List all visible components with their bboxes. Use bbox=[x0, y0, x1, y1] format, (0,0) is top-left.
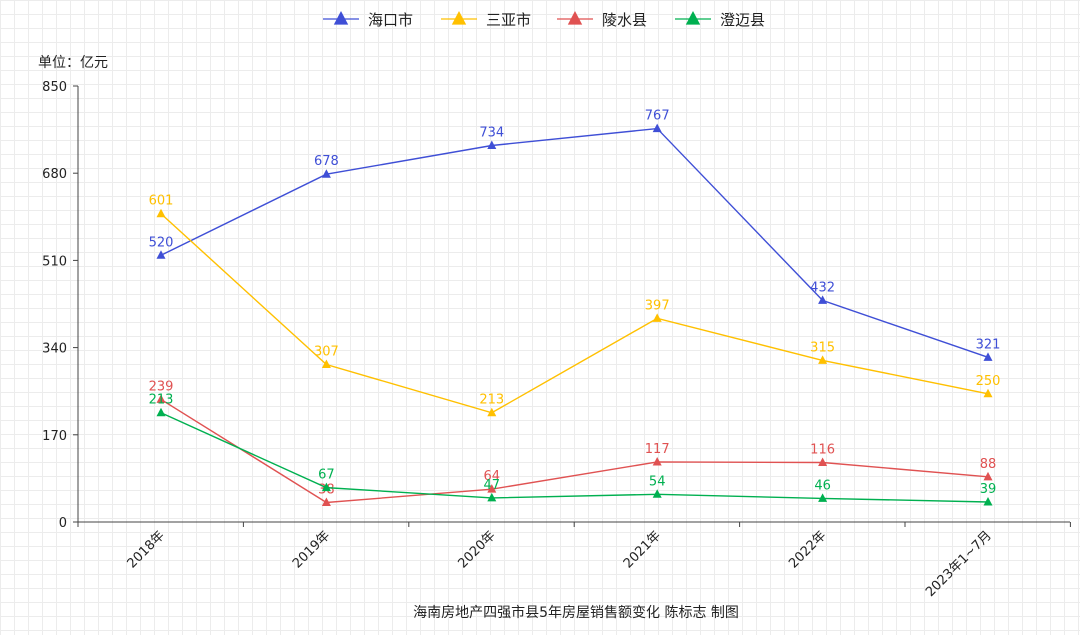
series: 520 678 734 767 432 321 bbox=[149, 109, 1001, 361]
data-point bbox=[156, 407, 166, 417]
data-label: 54 bbox=[649, 474, 666, 489]
data-label: 88 bbox=[980, 457, 997, 472]
data-label: 397 bbox=[645, 298, 670, 313]
series-line bbox=[160, 412, 989, 503]
data-label: 520 bbox=[149, 235, 174, 250]
chart-footer: 海南房地产四强市县5年房屋销售额变化 陈标志 制图 bbox=[413, 604, 739, 621]
y-tick-label: 0 bbox=[59, 516, 67, 531]
data-label: 46 bbox=[814, 478, 831, 493]
data-point bbox=[321, 482, 331, 492]
y-tick-label: 340 bbox=[42, 342, 67, 357]
series-line bbox=[160, 127, 989, 359]
data-label: 307 bbox=[314, 345, 339, 360]
data-point bbox=[487, 140, 497, 150]
series-line bbox=[160, 213, 989, 414]
data-point bbox=[321, 169, 331, 178]
data-point bbox=[983, 388, 993, 398]
x-tick-label: 2021年 bbox=[621, 528, 664, 571]
legend-item: 三亚市 bbox=[441, 11, 531, 29]
legend-marker bbox=[567, 11, 583, 25]
data-label: 432 bbox=[810, 280, 835, 295]
legend: 海口市 三亚市 陵水县 澄迈县 bbox=[323, 11, 765, 29]
data-label: 321 bbox=[976, 337, 1001, 352]
data-point bbox=[983, 496, 993, 506]
data-point bbox=[156, 250, 166, 259]
legend-label: 海口市 bbox=[368, 11, 413, 29]
y-tick-label: 680 bbox=[42, 167, 67, 182]
x-tick-label: 2022年 bbox=[786, 528, 829, 571]
x-tick-label: 2019年 bbox=[290, 528, 333, 571]
data-label: 678 bbox=[314, 154, 339, 169]
data-label: 116 bbox=[810, 442, 835, 457]
legend-marker bbox=[685, 11, 701, 25]
x-tick-label: 2020年 bbox=[455, 528, 498, 571]
legend-label: 陵水县 bbox=[602, 11, 647, 29]
y-tick-label: 510 bbox=[42, 254, 67, 269]
legend-marker bbox=[451, 11, 467, 25]
data-point bbox=[156, 394, 166, 403]
series: 601 307 213 397 315 250 bbox=[149, 194, 1001, 417]
data-point bbox=[818, 295, 828, 304]
x-tick-label: 2023年1~7月 bbox=[923, 528, 995, 600]
data-label: 767 bbox=[645, 109, 670, 124]
legend-label: 澄迈县 bbox=[720, 11, 765, 29]
unit-label: 单位：亿元 bbox=[38, 55, 108, 71]
legend-marker bbox=[333, 11, 349, 25]
data-label: 239 bbox=[149, 379, 174, 394]
data-label: 117 bbox=[645, 442, 670, 457]
data-point bbox=[321, 497, 331, 507]
legend-item: 海口市 bbox=[323, 11, 413, 29]
data-point bbox=[487, 492, 497, 502]
data-point bbox=[652, 489, 662, 498]
y-tick-label: 170 bbox=[42, 429, 67, 444]
data-point bbox=[818, 493, 828, 502]
data-label: 67 bbox=[318, 468, 335, 483]
series: 213 67 47 54 46 39 bbox=[149, 393, 997, 506]
data-point bbox=[983, 352, 993, 361]
data-point bbox=[983, 471, 993, 481]
data-label: 213 bbox=[149, 393, 174, 408]
data-point bbox=[818, 355, 828, 364]
data-label: 601 bbox=[149, 194, 174, 209]
data-label: 734 bbox=[479, 126, 504, 141]
x-tick-label: 2018年 bbox=[125, 528, 168, 571]
data-point bbox=[321, 359, 331, 369]
legend-item: 陵水县 bbox=[557, 11, 647, 29]
data-label: 213 bbox=[479, 393, 504, 408]
data-label: 315 bbox=[810, 340, 835, 355]
series-line bbox=[160, 398, 989, 504]
series: 239386411711688 bbox=[149, 379, 997, 507]
data-label: 47 bbox=[484, 478, 501, 493]
data-point bbox=[652, 456, 662, 466]
data-label: 64 bbox=[484, 469, 501, 484]
axes: 0 170 340 510 680 850 2018年 2019年 2020年 2021年 2022… bbox=[42, 80, 1071, 600]
data-point bbox=[487, 407, 497, 417]
y-tick-label: 850 bbox=[42, 80, 67, 95]
data-point bbox=[156, 208, 166, 218]
data-point bbox=[487, 484, 497, 493]
data-label: 250 bbox=[976, 374, 1001, 389]
data-label: 39 bbox=[980, 482, 997, 497]
data-point bbox=[652, 123, 662, 133]
series-layer: 520 678 734 767 432 321 601 307 213 397 315 250 239 3… bbox=[149, 109, 1001, 507]
data-point bbox=[818, 457, 828, 466]
data-point bbox=[652, 313, 662, 322]
legend-item: 澄迈县 bbox=[675, 11, 765, 29]
legend-label: 三亚市 bbox=[486, 11, 531, 29]
